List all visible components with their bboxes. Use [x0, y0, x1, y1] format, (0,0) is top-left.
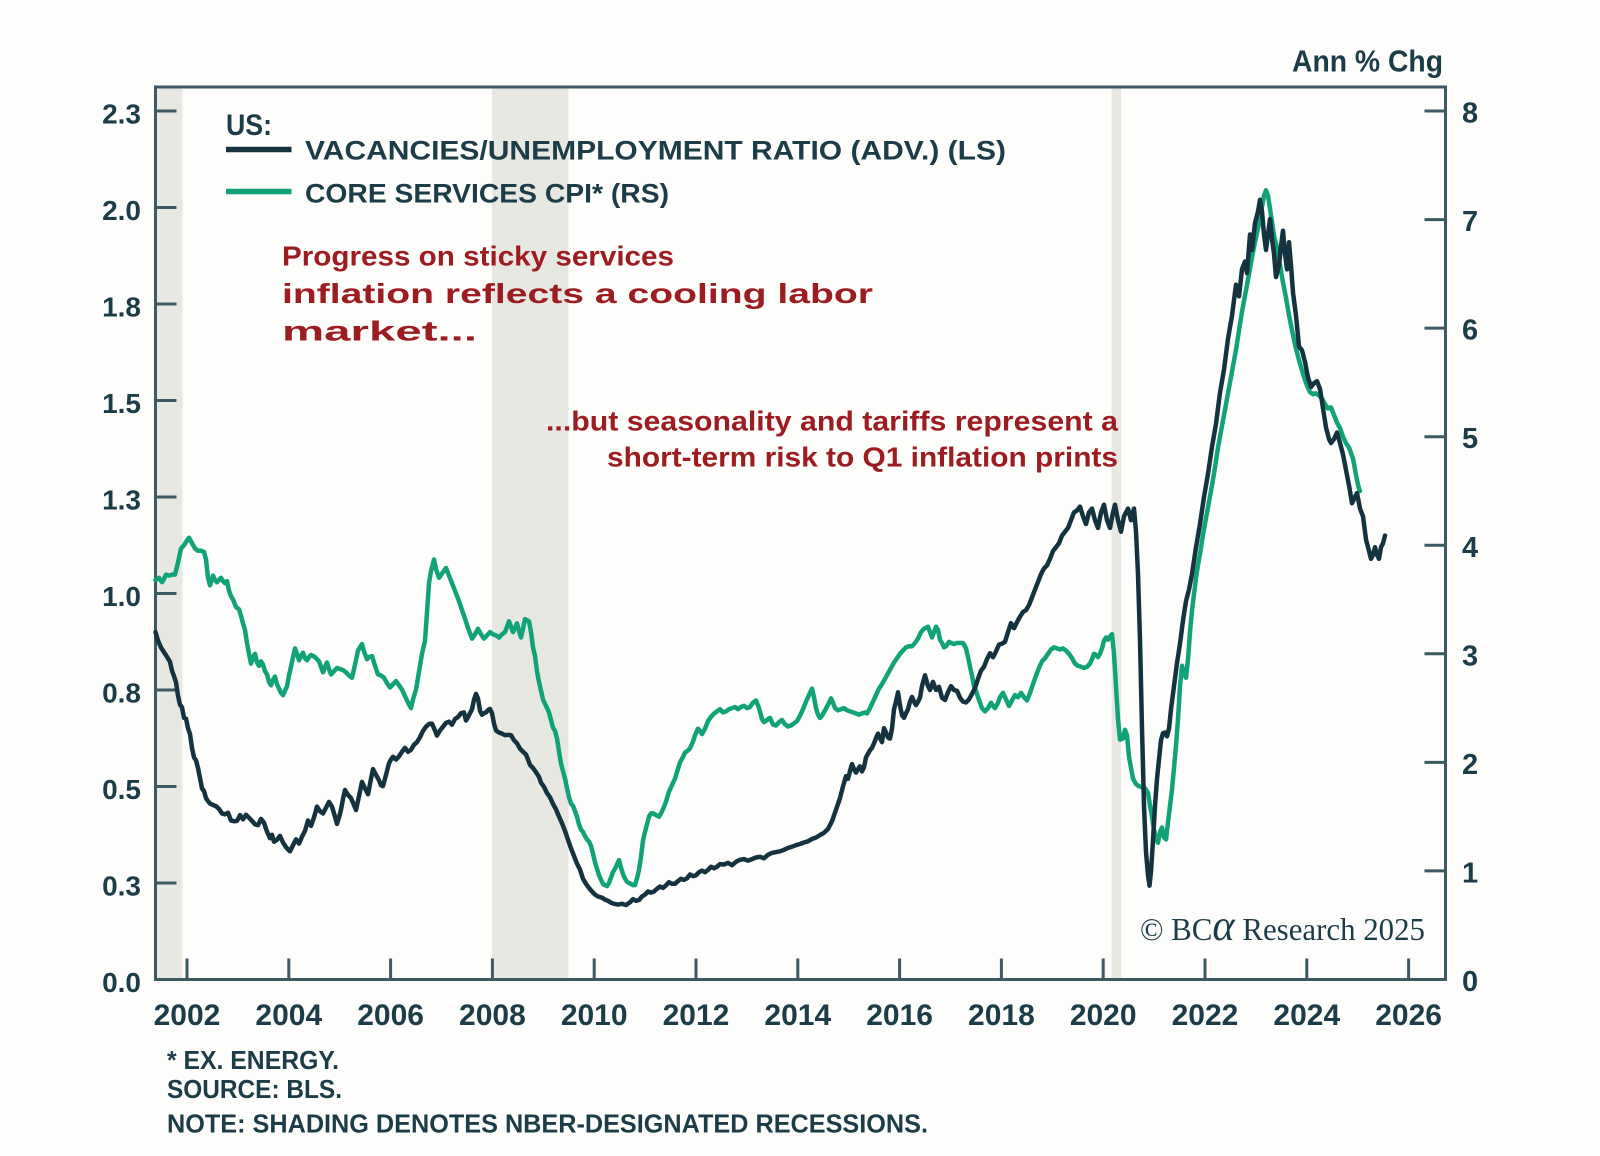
svg-text:2004: 2004	[255, 999, 322, 1032]
svg-text:© BCα Research 2025: © BCα Research 2025	[1140, 901, 1425, 950]
svg-text:2012: 2012	[663, 999, 730, 1032]
svg-text:2008: 2008	[459, 999, 526, 1032]
svg-text:1.3: 1.3	[102, 485, 141, 516]
svg-text:* EX. ENERGY.: * EX. ENERGY.	[167, 1045, 339, 1075]
svg-text:2010: 2010	[561, 999, 628, 1032]
svg-text:0: 0	[1462, 966, 1478, 998]
svg-text:short-term risk to Q1 inflatio: short-term risk to Q1 inflation prints	[607, 442, 1118, 473]
svg-text:CORE SERVICES CPI* (RS): CORE SERVICES CPI* (RS)	[305, 179, 669, 209]
svg-text:2: 2	[1462, 749, 1478, 781]
svg-text:8: 8	[1462, 98, 1478, 130]
svg-text:inflation reflects a cooling l: inflation reflects a cooling labor	[282, 278, 873, 309]
svg-text:2024: 2024	[1273, 999, 1340, 1032]
svg-text:2014: 2014	[764, 999, 831, 1032]
svg-text:VACANCIES/UNEMPLOYMENT RATIO (: VACANCIES/UNEMPLOYMENT RATIO (ADV.) (LS)	[305, 136, 1006, 166]
svg-text:2.0: 2.0	[102, 195, 141, 226]
svg-text:0.0: 0.0	[102, 967, 141, 998]
svg-text:4: 4	[1462, 532, 1478, 564]
svg-text:2016: 2016	[866, 999, 933, 1032]
svg-text:1.0: 1.0	[102, 581, 141, 612]
svg-text:market...: market...	[282, 316, 477, 347]
svg-text:0.3: 0.3	[102, 871, 141, 902]
svg-text:0.5: 0.5	[102, 774, 141, 805]
svg-text:Progress on sticky services: Progress on sticky services	[282, 241, 674, 272]
svg-text:NOTE: SHADING DENOTES NBER-DES: NOTE: SHADING DENOTES NBER-DESIGNATED RE…	[167, 1109, 928, 1139]
svg-text:3: 3	[1462, 640, 1478, 672]
svg-text:US:: US:	[226, 109, 272, 142]
svg-text:0.8: 0.8	[102, 678, 141, 709]
svg-text:1: 1	[1462, 857, 1478, 889]
svg-text:7: 7	[1462, 206, 1478, 238]
svg-text:1.5: 1.5	[102, 388, 141, 419]
svg-text:1.8: 1.8	[102, 292, 141, 323]
svg-text:5: 5	[1462, 423, 1478, 455]
svg-text:...but seasonality and tariffs: ...but seasonality and tariffs represent…	[546, 406, 1118, 437]
svg-text:2020: 2020	[1070, 999, 1137, 1032]
svg-text:Ann % Chg: Ann % Chg	[1292, 44, 1443, 79]
svg-text:2.3: 2.3	[102, 99, 141, 130]
svg-text:2022: 2022	[1172, 999, 1239, 1032]
svg-text:2006: 2006	[357, 999, 424, 1032]
svg-text:2018: 2018	[968, 999, 1035, 1032]
svg-text:2002: 2002	[154, 999, 221, 1032]
svg-text:SOURCE: BLS.: SOURCE: BLS.	[167, 1074, 342, 1104]
svg-text:2026: 2026	[1375, 999, 1442, 1032]
svg-text:6: 6	[1462, 315, 1478, 347]
